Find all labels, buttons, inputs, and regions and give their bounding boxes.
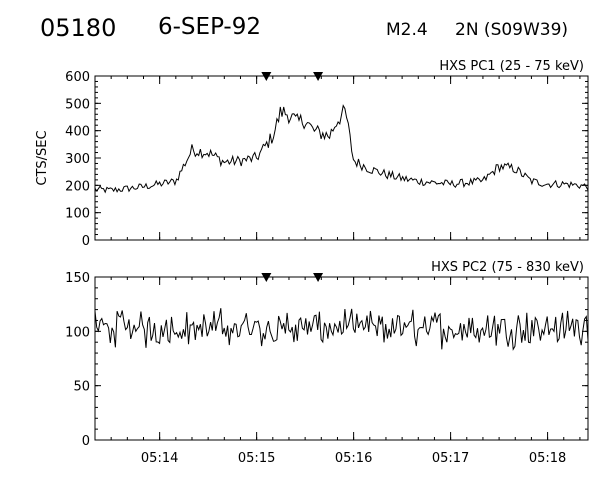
y-tick-label: 0 bbox=[82, 234, 90, 249]
y-axis-label: CTS/SEC bbox=[35, 130, 50, 185]
y-tick-label: 600 bbox=[65, 70, 90, 85]
y-tick-label: 500 bbox=[65, 97, 90, 112]
y-tick-label: 400 bbox=[65, 125, 90, 140]
y-tick-label: 200 bbox=[65, 179, 90, 194]
plot-frame bbox=[94, 276, 589, 441]
data-line bbox=[94, 308, 589, 351]
y-tick-label: 150 bbox=[65, 271, 90, 286]
x-tick-label: 05:17 bbox=[432, 451, 469, 466]
y-tick-label: 100 bbox=[65, 325, 90, 340]
time-marker bbox=[261, 72, 272, 81]
time-marker bbox=[313, 72, 324, 81]
x-tick-label: 05:18 bbox=[529, 451, 566, 466]
data-line bbox=[94, 104, 589, 194]
event-number: 05180 bbox=[40, 14, 117, 42]
plot-frame bbox=[94, 75, 589, 241]
observation-date: 6-SEP-92 bbox=[158, 14, 261, 40]
time-marker bbox=[261, 273, 272, 282]
x-tick-label: 05:14 bbox=[141, 451, 178, 466]
y-tick-label: 50 bbox=[73, 380, 90, 395]
panel-title: HXS PC1 (25 - 75 keV) bbox=[439, 59, 584, 74]
y-tick-label: 0 bbox=[82, 434, 90, 449]
flare-location: 2N (S09W39) bbox=[455, 20, 569, 40]
flare-class: M2.4 bbox=[386, 20, 428, 40]
y-tick-label: 300 bbox=[65, 152, 90, 167]
y-tick-label: 100 bbox=[65, 207, 90, 222]
x-tick-label: 05:15 bbox=[238, 451, 275, 466]
panel-title: HXS PC2 (75 - 830 keV) bbox=[431, 260, 584, 275]
time-marker bbox=[313, 273, 324, 282]
x-tick-label: 05:16 bbox=[335, 451, 372, 466]
